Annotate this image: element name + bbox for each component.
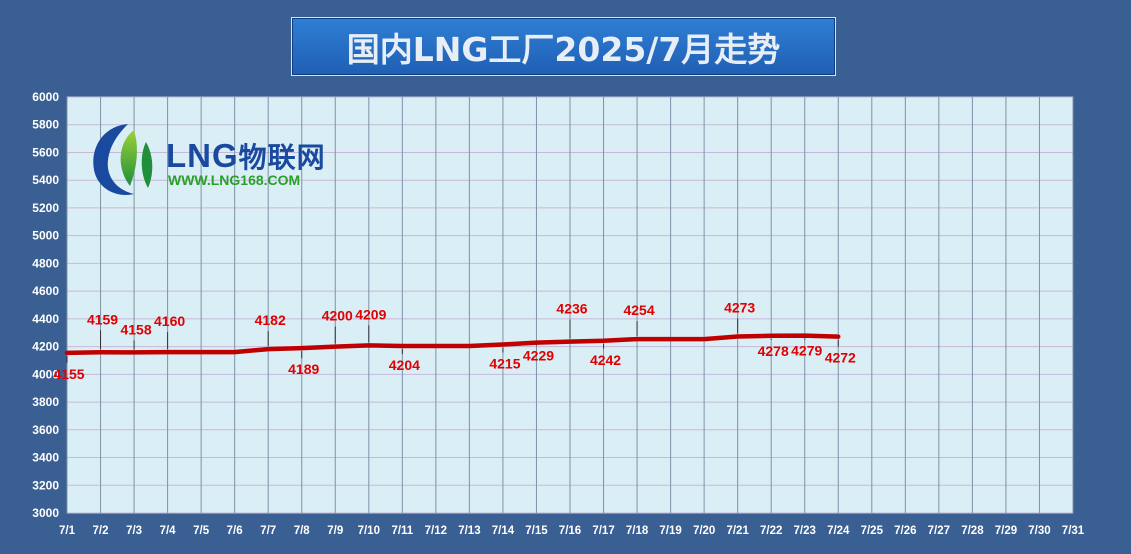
data-label: 4273 xyxy=(724,299,755,315)
x-tick-label: 7/2 xyxy=(93,525,109,537)
data-label: 4189 xyxy=(288,361,319,377)
x-tick-label: 7/9 xyxy=(327,525,343,537)
x-tick-label: 7/13 xyxy=(458,525,480,537)
data-label: 4155 xyxy=(53,366,84,382)
x-tick-label: 7/24 xyxy=(827,525,850,537)
x-tick-label: 7/16 xyxy=(559,525,581,537)
x-tick-label: 7/5 xyxy=(193,525,210,537)
lng-leaf-logo-icon xyxy=(88,120,168,200)
x-tick-label: 7/30 xyxy=(1028,525,1050,537)
x-tick-label: 7/25 xyxy=(861,525,884,537)
x-tick-label: 7/21 xyxy=(726,525,749,537)
y-tick-label: 5600 xyxy=(32,145,59,159)
x-tick-label: 7/3 xyxy=(126,525,142,537)
x-tick-label: 7/6 xyxy=(227,525,243,537)
y-tick-label: 5000 xyxy=(32,229,59,243)
x-tick-label: 7/22 xyxy=(760,525,782,537)
y-tick-label: 4400 xyxy=(32,312,59,326)
x-tick-label: 7/20 xyxy=(693,525,715,537)
x-tick-label: 7/15 xyxy=(525,525,548,537)
x-tick-label: 7/1 xyxy=(59,525,76,537)
data-label: 4236 xyxy=(556,301,587,317)
y-tick-label: 6000 xyxy=(32,90,59,104)
x-tick-label: 7/4 xyxy=(160,525,177,537)
y-tick-label: 5200 xyxy=(32,201,59,215)
y-tick-label: 3800 xyxy=(32,395,59,409)
data-label: 4182 xyxy=(255,312,286,328)
x-tick-label: 7/8 xyxy=(294,525,311,537)
y-tick-label: 4800 xyxy=(32,256,59,270)
logo-brand-cn: 物联网 xyxy=(239,142,326,173)
data-label: 4279 xyxy=(791,343,822,359)
y-axis-ticks: 3000320034003600380040004200440046004800… xyxy=(32,90,59,520)
data-label: 4158 xyxy=(120,321,151,337)
x-tick-label: 7/18 xyxy=(626,525,649,537)
x-tick-label: 7/10 xyxy=(358,525,380,537)
x-tick-label: 7/12 xyxy=(425,525,447,537)
x-tick-label: 7/14 xyxy=(492,525,515,537)
data-label: 4159 xyxy=(87,311,118,327)
x-tick-label: 7/23 xyxy=(794,525,816,537)
y-tick-label: 3200 xyxy=(32,478,59,492)
y-tick-label: 3000 xyxy=(32,506,59,520)
y-tick-label: 4200 xyxy=(32,340,59,354)
data-label: 4272 xyxy=(825,350,856,366)
x-axis-ticks: 7/1 7/2 7/3 7/4 7/5 7/6 7/7 7/8 7/9 7/10 7/11 7/12 7… xyxy=(59,525,1085,537)
x-tick-label: 7/11 xyxy=(391,525,413,537)
x-tick-label: 7/27 xyxy=(928,525,950,537)
y-tick-label: 3400 xyxy=(32,451,59,465)
x-tick-label: 7/31 xyxy=(1062,525,1085,537)
data-label: 4229 xyxy=(523,348,554,364)
data-label: 4160 xyxy=(154,313,185,329)
y-tick-label: 4600 xyxy=(32,284,59,298)
data-label: 4200 xyxy=(322,308,353,324)
x-tick-label: 7/28 xyxy=(961,525,984,537)
data-label: 4204 xyxy=(389,357,420,373)
lng-logo: LNG物联网 WWW.LNG168.COM xyxy=(88,120,378,200)
data-label: 4209 xyxy=(355,306,386,322)
x-tick-label: 7/29 xyxy=(995,525,1017,537)
logo-url: WWW.LNG168.COM xyxy=(168,172,300,188)
y-tick-label: 5800 xyxy=(32,118,59,132)
x-tick-label: 7/7 xyxy=(260,525,276,537)
data-label: 4242 xyxy=(590,352,621,368)
logo-brand: LNG xyxy=(166,137,239,174)
y-tick-label: 3600 xyxy=(32,423,59,437)
x-tick-label: 7/26 xyxy=(894,525,916,537)
y-tick-label: 5400 xyxy=(32,173,59,187)
data-label: 4254 xyxy=(623,302,654,318)
x-tick-label: 7/17 xyxy=(592,525,614,537)
data-label: 4278 xyxy=(758,343,789,359)
x-tick-label: 7/19 xyxy=(659,525,681,537)
data-label: 4215 xyxy=(489,356,520,372)
